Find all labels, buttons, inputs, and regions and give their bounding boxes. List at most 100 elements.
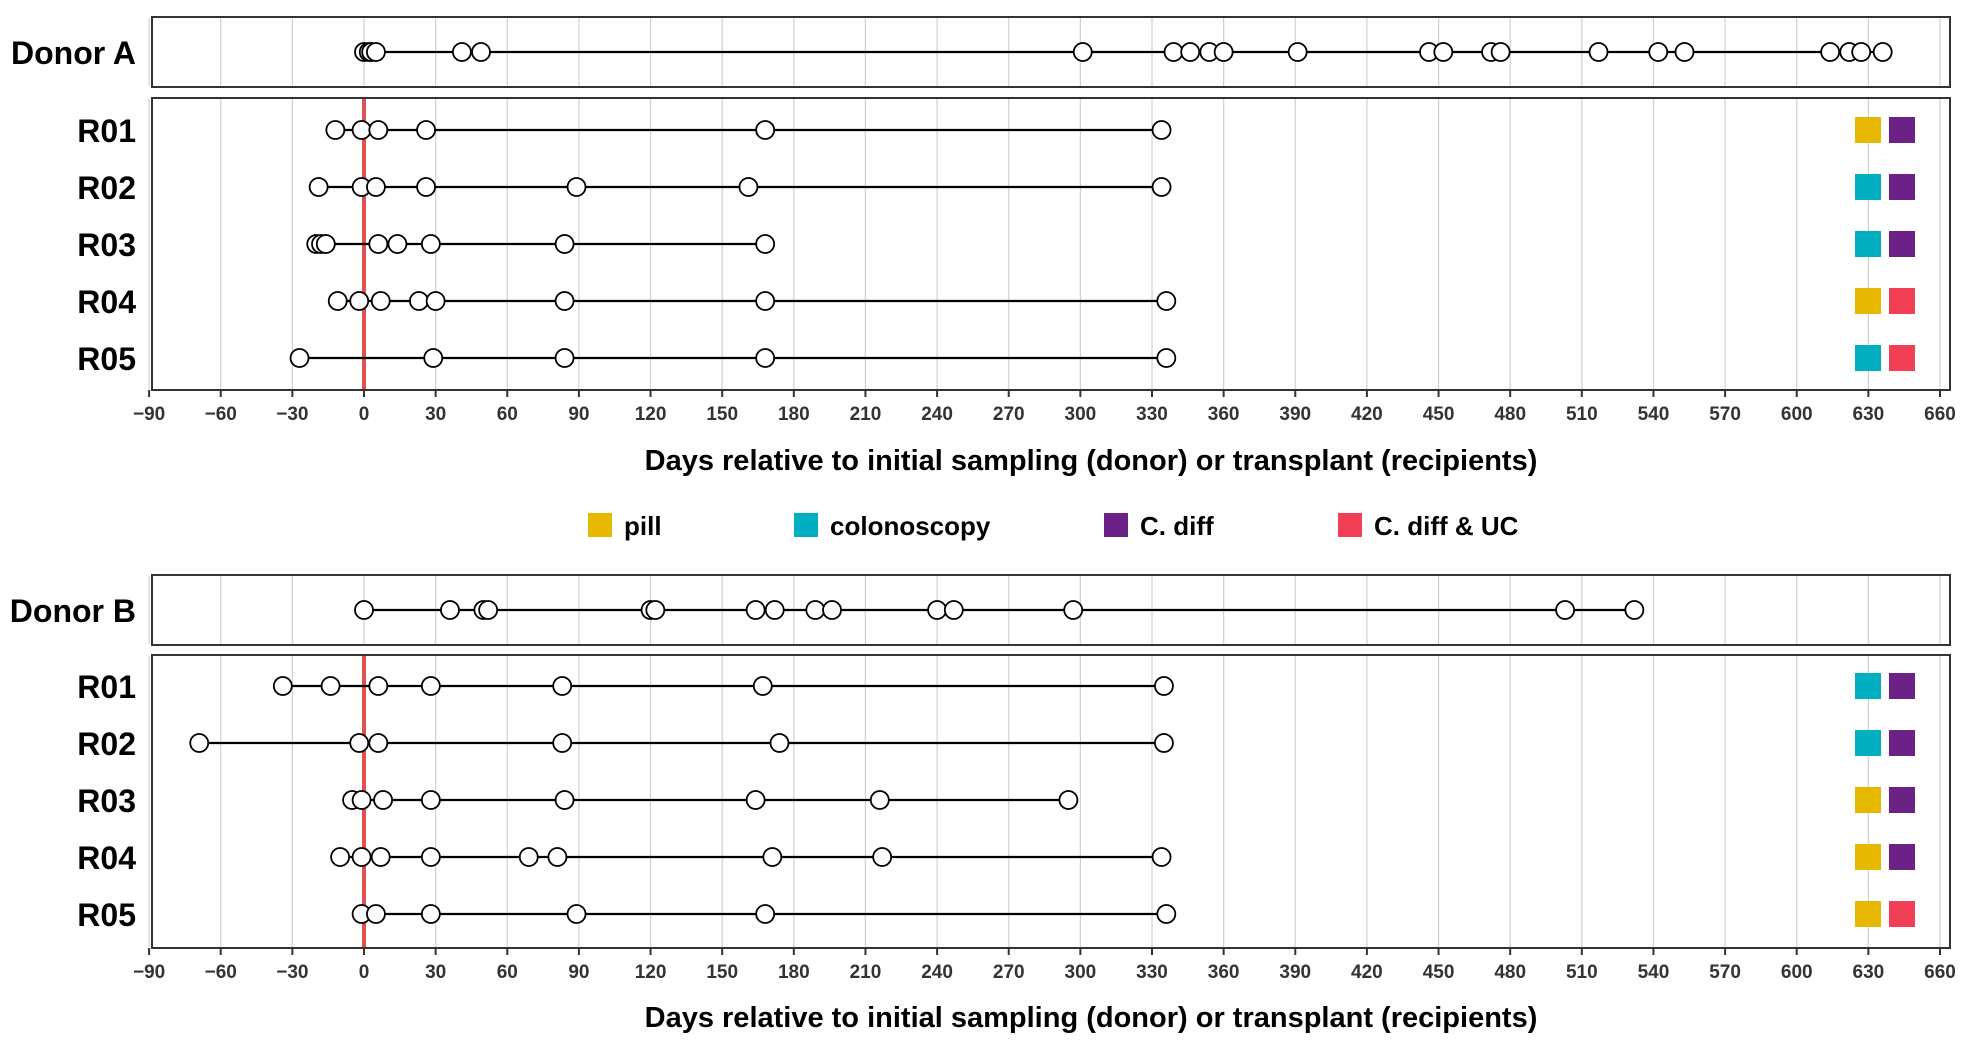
donor-b-r02-sample-point (552, 733, 573, 753)
donor-b-sample-point (478, 600, 499, 620)
donor-b-sample-point (943, 600, 964, 620)
donor-b-r03-sample-point (745, 790, 766, 810)
donor-a-r05-sample-point (554, 348, 575, 368)
legend: pill colonoscopy C. diff C. diff & UC (588, 511, 1519, 541)
donor-b-sample-point (745, 600, 766, 620)
x-tick-label: 570 (1709, 962, 1741, 983)
donor-b-r03-sample-point (1058, 790, 1079, 810)
x-tick-label: 480 (1494, 404, 1526, 425)
donor-a-sample-point (1433, 42, 1454, 62)
donor-a-r02-sample-point (366, 177, 386, 197)
donor-b-r05-sample-point (366, 904, 386, 924)
donor-b-sample-point (440, 600, 460, 620)
donor-a-r03-sample-point (368, 234, 389, 254)
donor-a-r01-sample-point (368, 120, 389, 140)
donor-b-r03-sample-point (351, 790, 372, 810)
donor-a-r01-sample-point (1151, 120, 1172, 140)
panel-donor-a: −90 −60 −30 0 30 60 90 120 150 180 210 240 270 300 330… (11, 16, 1956, 477)
legend-swatch-c-diff-uc (1338, 513, 1362, 537)
donor-a-r03-sample-point (315, 234, 336, 254)
panel-donor-b: −90 −60 −30 0 30 60 90 120 150 180 210 240 270 300 330… (10, 574, 1956, 1034)
x-tick-label: 120 (635, 962, 667, 983)
donor-b-r03-sample-point (420, 790, 441, 810)
donor-b-r02-sample-point (189, 733, 210, 753)
x-tick-label: −30 (276, 404, 308, 425)
donor-b-r01-sample-point (368, 676, 389, 696)
donor-b-r03-sample-point (373, 790, 394, 810)
donor-b-r03-sample-point (869, 790, 890, 810)
donor-b-r01-label: R01 (77, 669, 136, 705)
x-tick-label: 210 (850, 962, 882, 983)
donor-b-r02-sample-point (368, 733, 389, 753)
donor-a-sample-point (1213, 42, 1234, 62)
x-tick-label: 630 (1853, 404, 1885, 425)
donor-b-label: Donor B (10, 593, 136, 629)
legend-swatch-colonoscopy (794, 513, 818, 537)
donor-a-r03-sample-point (554, 234, 575, 254)
x-tick-label: 90 (568, 404, 589, 425)
x-tick-label: 270 (993, 962, 1025, 983)
x-tick-label: 270 (993, 404, 1025, 425)
x-tick-label: −30 (276, 962, 308, 983)
donor-a-r03-label: R03 (77, 227, 136, 263)
legend-swatch-pill (588, 513, 612, 537)
donor-a-r01-pill-marker (1855, 117, 1881, 143)
x-tick-label: 300 (1065, 962, 1097, 983)
x-tick-label: 660 (1924, 962, 1956, 983)
x-tick-label: 420 (1351, 404, 1383, 425)
x-tick-label: 630 (1853, 962, 1885, 983)
x-tick-label: 390 (1279, 404, 1311, 425)
x-axis-title: Days relative to initial sampling (donor… (645, 1002, 1538, 1034)
donor-a-sample-point (1490, 42, 1511, 62)
x-tick-label: 600 (1781, 404, 1813, 425)
donor-a-sample-point (471, 42, 491, 62)
donor-a-r01-sample-point (351, 120, 372, 140)
x-tick-label: 480 (1494, 962, 1526, 983)
x-tick-label: 330 (1136, 962, 1168, 983)
donor-b-r02-label: R02 (77, 726, 136, 762)
donor-b-r05-pill-marker (1855, 901, 1881, 927)
donor-a-sample-point (1851, 42, 1872, 62)
donor-b-sample-point (354, 600, 374, 620)
donor-a-r05-colonoscopy-marker (1855, 345, 1881, 371)
donor-a-r02-sample-point (1151, 177, 1172, 197)
donor-b-sample-point (1624, 600, 1645, 620)
donor-a-r02-colonoscopy-marker (1855, 174, 1881, 200)
donor-a-r04-sample-point (1156, 291, 1177, 311)
x-tick-label: −60 (205, 962, 237, 983)
x-tick-label: 540 (1638, 404, 1670, 425)
x-tick-label: 60 (497, 962, 518, 983)
legend-swatch-c-diff (1104, 513, 1128, 537)
donor-a-r04-sample-point (349, 291, 370, 311)
x-tick-label: 390 (1279, 962, 1311, 983)
donor-a-r02-c-diff-marker (1889, 174, 1915, 200)
x-tick-label: 360 (1208, 962, 1240, 983)
donor-a-sample-point (366, 42, 386, 62)
donor-a-r02-sample-point (308, 177, 329, 197)
donor-b-r05-c-diff-uc-marker (1889, 901, 1915, 927)
legend-label-c-diff: C. diff (1140, 511, 1214, 541)
donor-b-r02-sample-point (769, 733, 790, 753)
x-tick-label: 120 (635, 404, 667, 425)
donor-b-r01-sample-point (552, 676, 573, 696)
donor-b-r04-sample-point (351, 847, 372, 867)
donor-a-r05-sample-point (289, 348, 310, 368)
x-tick-label: 360 (1208, 404, 1240, 425)
donor-a-r05-label: R05 (77, 341, 136, 377)
donor-a-r03-sample-point (387, 234, 408, 254)
x-tick-label: 180 (778, 404, 810, 425)
donor-a-r02-sample-point (738, 177, 759, 197)
donor-b-r05-label: R05 (77, 897, 136, 933)
donor-a-r01-sample-point (325, 120, 346, 140)
donor-a-r04-sample-point (370, 291, 391, 311)
donor-b-r05-sample-point (566, 904, 587, 924)
x-tick-label: −60 (205, 404, 237, 425)
donor-b-r04-sample-point (872, 847, 893, 867)
donor-b-r05-sample-point (755, 904, 776, 924)
donor-b-r01-sample-point (420, 676, 441, 696)
donor-b-r03-c-diff-marker (1889, 787, 1915, 813)
donor-a-sample-point (1180, 42, 1201, 62)
donor-a-sample-point (1872, 42, 1893, 62)
x-tick-label: 90 (568, 962, 589, 983)
donor-b-sample-point (822, 600, 842, 620)
